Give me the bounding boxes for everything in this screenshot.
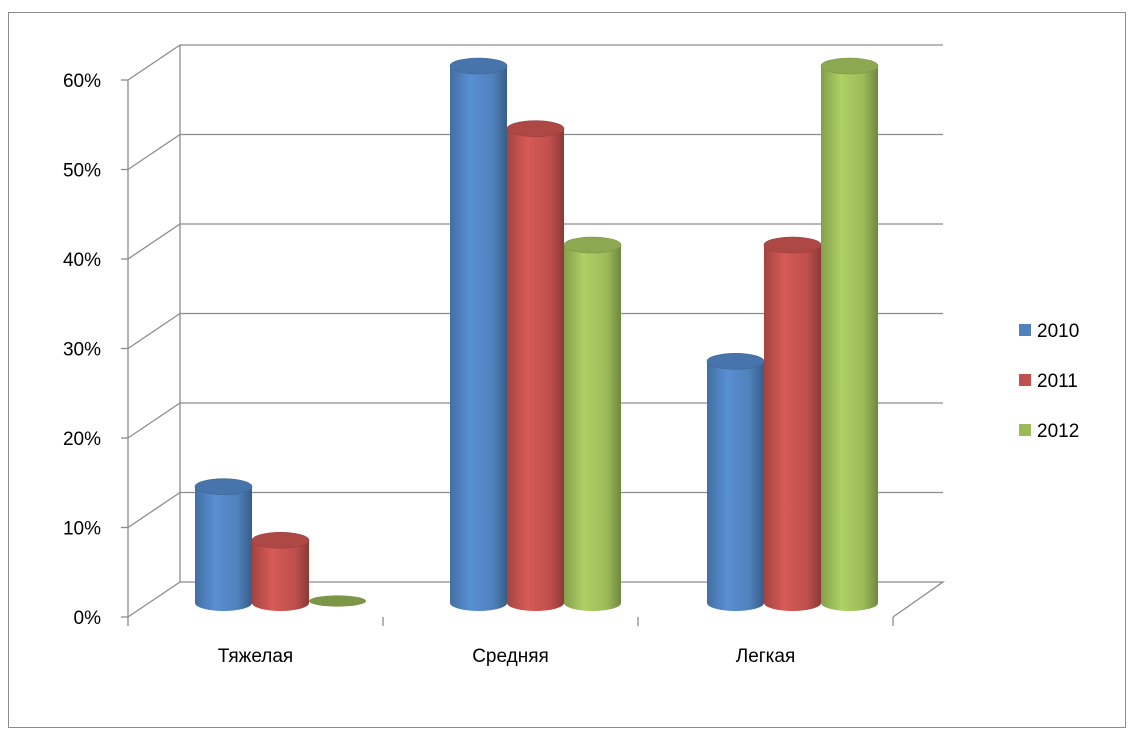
legend-item: 2011 xyxy=(1019,371,1078,392)
y-tick-label: 50% xyxy=(63,161,101,182)
y-tick-label: 20% xyxy=(63,429,101,450)
y-tick-label: 0% xyxy=(74,608,102,629)
y-tick-label: 10% xyxy=(63,519,101,540)
bar xyxy=(506,120,565,611)
legend-swatch xyxy=(1019,324,1031,336)
bar-body xyxy=(821,66,878,611)
gridline xyxy=(127,133,943,171)
bars xyxy=(194,57,879,611)
bar-top xyxy=(449,57,508,75)
x-category-label: Легкая xyxy=(736,646,796,667)
gridline xyxy=(127,491,943,529)
bar-top xyxy=(706,353,765,370)
y-tick-label: 40% xyxy=(63,250,101,271)
bar-body xyxy=(707,361,764,611)
bar xyxy=(251,532,310,611)
y-axis: 0% 10% 20% 30% 40% 50% 60% xyxy=(63,71,129,629)
legend-label: 2012 xyxy=(1037,421,1079,442)
bar xyxy=(309,595,366,607)
bar-body xyxy=(252,540,309,611)
bar xyxy=(820,57,879,611)
bar-top xyxy=(763,236,822,254)
legend-label: 2010 xyxy=(1037,321,1079,342)
bar xyxy=(706,353,765,611)
bar xyxy=(449,57,508,611)
bar-body xyxy=(764,245,821,611)
legend-swatch xyxy=(1019,424,1031,436)
legend-label: 2011 xyxy=(1037,371,1078,392)
gridline xyxy=(127,312,943,350)
bar xyxy=(563,236,622,611)
x-category-label: Тяжелая xyxy=(218,646,293,667)
bar-top xyxy=(820,57,879,75)
legend-item: 2012 xyxy=(1019,421,1079,442)
bar-body xyxy=(450,66,507,611)
gridline xyxy=(127,402,943,439)
x-axis: Тяжелая Средняя Легкая xyxy=(127,617,894,667)
bar-body xyxy=(564,245,621,611)
bar xyxy=(194,478,253,611)
bar-top xyxy=(194,478,253,495)
x-category-label: Средняя xyxy=(472,646,549,667)
bar-top xyxy=(309,595,366,607)
bar-top xyxy=(563,236,622,254)
bar xyxy=(763,236,822,611)
y-tick-label: 30% xyxy=(63,340,101,361)
bar-body xyxy=(507,128,564,611)
y-tick-label: 60% xyxy=(63,71,101,92)
bar-body xyxy=(195,486,252,611)
gridlines xyxy=(127,44,943,529)
gridline xyxy=(127,44,943,81)
gridline xyxy=(127,223,943,260)
legend: 2010 2011 2012 xyxy=(1019,321,1079,442)
legend-swatch xyxy=(1019,374,1031,386)
bar-top xyxy=(506,120,565,137)
legend-item: 2010 xyxy=(1019,321,1079,342)
bar-top xyxy=(251,532,310,549)
